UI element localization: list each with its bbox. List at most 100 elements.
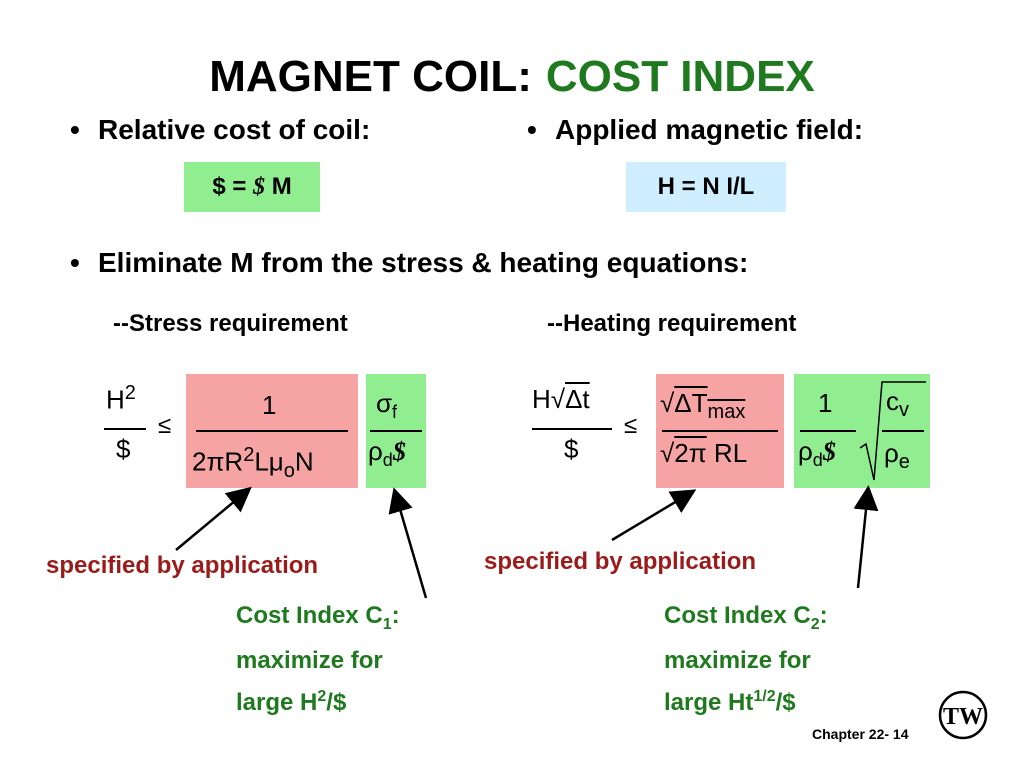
heating-root-numerator: cv <box>886 386 909 422</box>
stress-den-2pi: 2π <box>192 446 225 477</box>
heating-pink-box: √ΔTmax √2π RL <box>656 374 784 488</box>
stress-green-numerator: σf <box>376 388 397 423</box>
stress-requirement-label: --Stress requirement <box>113 310 348 337</box>
heating-equation: H√Δt $ ≤ √ΔTmax √2π RL 1 ρd$ cv ρe <box>530 372 940 492</box>
rho-symbol: ρ <box>368 436 383 466</box>
publisher-logo: TW <box>938 690 988 740</box>
heating-lhs-bar <box>532 428 612 430</box>
italic-dollar: $ <box>392 437 406 466</box>
bullet-dot: • <box>527 114 537 145</box>
arrow-right-specified <box>611 489 697 542</box>
heating-lhs-denominator: $ <box>564 434 579 464</box>
stress-den-mu: μ <box>268 446 284 477</box>
ci2-l3-sup: 1/2 <box>753 687 776 705</box>
cost-eq-lhs: $ = <box>212 173 247 200</box>
arrow-cost-index-1 <box>388 487 428 599</box>
publisher-logo-icon: TW <box>938 690 988 740</box>
bullet-relative-cost: • Relative cost of coil: <box>70 114 370 146</box>
ci2-sub: 2 <box>810 615 820 633</box>
cost-eq-italic-dollar: $ <box>253 173 266 200</box>
cost-eq-rhs: M <box>271 173 292 200</box>
stress-lhs-h: H <box>106 384 125 415</box>
rho-sub: d <box>382 450 393 471</box>
cost-index-1-label: Cost Index C1: maximize for large H2/$ <box>236 598 400 721</box>
rl-term: RL <box>713 438 748 468</box>
italic-dollar: $ <box>822 437 836 466</box>
field-equation-box: H = N I/L <box>626 162 786 212</box>
specified-by-application-right: specified by application <box>484 548 757 575</box>
heating-lhs-h: H <box>532 384 551 414</box>
cost-index-1-line3: large H2/$ <box>236 679 400 721</box>
sigma-sub: f <box>392 402 398 423</box>
cost-index-2-line3: large Ht1/2/$ <box>664 679 828 721</box>
stress-lhs-bar <box>104 428 146 430</box>
rho-e-sub: e <box>898 451 910 474</box>
stress-pink-bar <box>196 430 348 432</box>
heating-pink-num-radicand: ΔTmax <box>674 388 745 423</box>
ci1-sub: 1 <box>382 615 392 633</box>
heating-relation: ≤ <box>624 412 638 439</box>
stress-den-l: L <box>254 446 269 477</box>
stress-equation: H2 $ ≤ 1 2πR2LμoN σf ρd$ <box>98 372 468 492</box>
arrow-left-specified <box>175 486 252 551</box>
bullet-applied-field-text: Applied magnetic field: <box>555 114 864 145</box>
bullet-eliminate: • Eliminate M from the stress & heating e… <box>70 247 748 279</box>
sigma-symbol: σ <box>376 388 393 418</box>
heating-root-bar <box>882 430 924 432</box>
heating-pink-denominator: √2π RL <box>660 438 747 469</box>
sqrt-symbol: √ <box>550 384 566 414</box>
stress-pink-numerator: 1 <box>262 390 277 420</box>
bullet-dot: • <box>70 247 80 278</box>
bullet-applied-field: • Applied magnetic field: <box>527 114 863 146</box>
ci2-suffix: : <box>819 602 828 629</box>
stress-pink-box: 1 2πR2LμoN <box>186 374 358 488</box>
heating-pink-numerator: √ΔTmax <box>660 388 745 424</box>
ci2-l3-suffix: /$ <box>775 688 796 716</box>
cost-index-1-line1: Cost Index C1: <box>236 598 400 643</box>
cost-index-1-line2: maximize for <box>236 646 383 674</box>
field-eq-text: H = N I/L <box>657 173 755 200</box>
ci1-l3-sup: 2 <box>317 687 327 705</box>
stress-den-n: N <box>294 446 314 477</box>
ci2-l3-prefix: large Ht <box>664 688 754 716</box>
slide-title: MAGNET COIL: COST INDEX <box>0 52 1024 102</box>
stress-relation: ≤ <box>158 412 172 439</box>
ci2-prefix: Cost Index C <box>664 602 811 629</box>
heating-green-box: 1 ρd$ cv ρe <box>794 374 930 488</box>
delta-t-max: ΔT <box>674 388 708 418</box>
c-sub: v <box>899 399 909 422</box>
ci1-prefix: Cost Index C <box>236 602 383 629</box>
radical-sign-icon <box>859 381 926 481</box>
stress-lhs-denominator: $ <box>116 434 131 464</box>
specified-by-application-left: specified by application <box>46 552 319 579</box>
heating-lhs-numerator: H√Δt <box>532 384 590 415</box>
bullet-relative-cost-text: Relative cost of coil: <box>98 114 371 145</box>
heating-green-frac-numerator: 1 <box>818 388 833 418</box>
cost-equation-box: $ = $ M <box>184 162 320 212</box>
stress-lhs-exponent: 2 <box>124 382 136 404</box>
heating-green-frac-denominator: ρd$ <box>798 436 836 471</box>
stress-pink-denominator: 2πR2LμoN <box>192 444 314 483</box>
chapter-footer: Chapter 22- 14 <box>812 726 909 742</box>
stress-den-exp: 2 <box>243 444 255 466</box>
heating-lhs-delta-t: Δt <box>565 384 590 414</box>
cost-index-2-label: Cost Index C2: maximize for large Ht1/2/… <box>664 598 828 721</box>
rho-symbol: ρ <box>798 436 813 466</box>
cost-index-2-line1: Cost Index C2: <box>664 598 828 643</box>
two-pi: 2π <box>674 438 707 468</box>
stress-green-bar <box>370 430 422 432</box>
rho-symbol: ρ <box>884 438 899 468</box>
bullet-eliminate-text: Eliminate M from the stress & heating eq… <box>98 247 749 278</box>
stress-den-r: R <box>224 446 244 477</box>
ci1-suffix: : <box>391 602 400 629</box>
c-symbol: c <box>886 386 899 416</box>
rho-sub: d <box>812 450 823 471</box>
stress-green-denominator: ρd$ <box>368 436 406 471</box>
heating-requirement-label: --Heating requirement <box>547 310 797 337</box>
title-main: MAGNET COIL: <box>209 52 532 101</box>
bullet-dot: • <box>70 114 80 145</box>
heating-pink-bar <box>662 430 778 432</box>
logo-letters: TW <box>943 704 983 730</box>
title-accent: COST INDEX <box>545 52 815 101</box>
